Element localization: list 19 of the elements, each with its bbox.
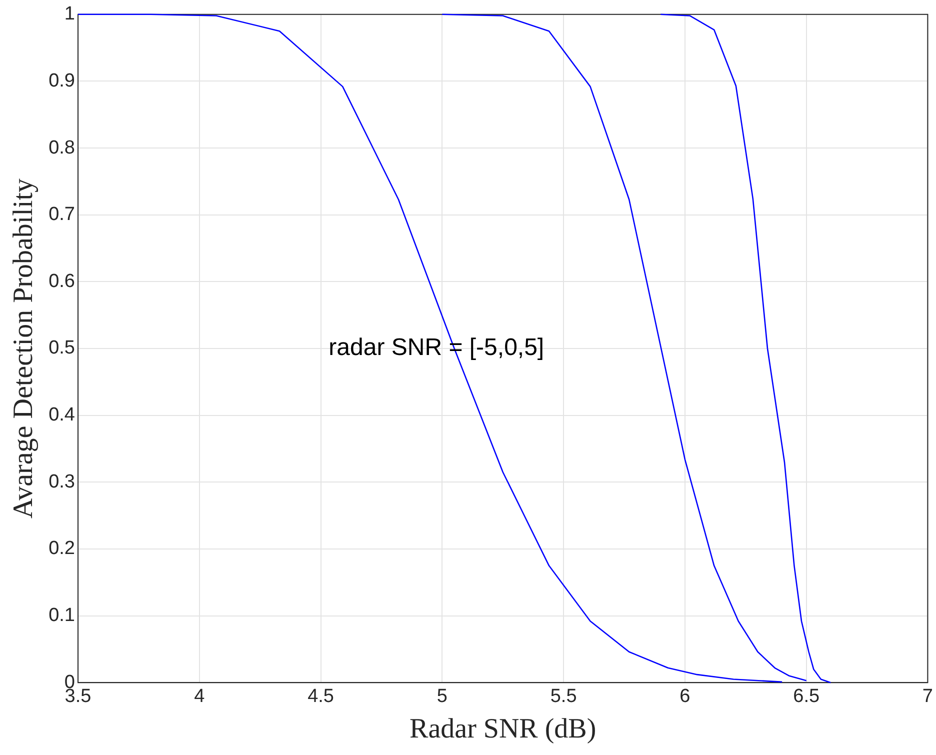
y-tick-label: 0.6 — [48, 270, 76, 292]
x-tick-label: 4.5 — [308, 686, 334, 708]
x-tick-label: 6 — [680, 686, 690, 708]
y-tick-label: 0.7 — [48, 204, 76, 226]
y-tick-label: 0.3 — [48, 471, 76, 492]
y-tick-label: 0.2 — [48, 538, 76, 560]
y-tick-label: 0.1 — [48, 605, 76, 626]
y-tick-label: 0.4 — [48, 404, 76, 426]
x-axis-title: Radar SNR (dB) — [410, 714, 596, 745]
y-tick-label: 0.5 — [48, 338, 76, 359]
x-tick-label: 5 — [436, 686, 448, 708]
y-tick-label: 0.8 — [48, 137, 76, 158]
x-tick-label: 4 — [194, 686, 206, 708]
x-tick-label: 5.5 — [550, 686, 577, 708]
y-tick-label: 1 — [64, 4, 76, 25]
y-tick-label: 0.9 — [48, 70, 76, 92]
x-tick-label: 7 — [922, 686, 934, 708]
y-axis-title: Avarage Detection Probability — [8, 178, 40, 519]
x-tick-label: 6.5 — [793, 686, 820, 708]
